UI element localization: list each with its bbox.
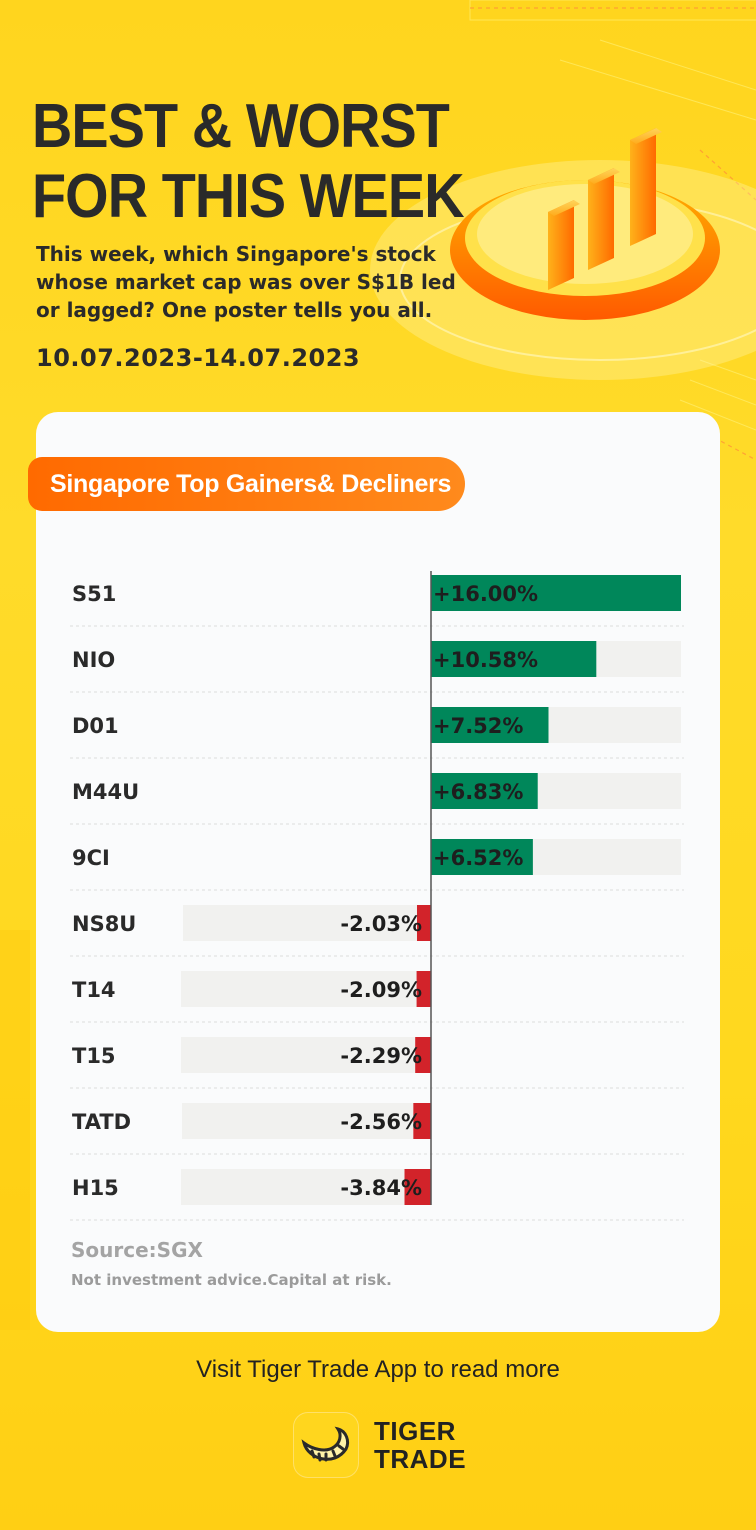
category-label: T15 <box>72 1044 116 1068</box>
category-label: 9CI <box>72 846 110 870</box>
bar-negative <box>416 971 431 1007</box>
disclaimer: Not investment advice.Capital at risk. <box>71 1271 392 1289</box>
date-range: 10.07.2023-14.07.2023 <box>36 344 361 372</box>
bar-negative <box>413 1103 431 1139</box>
bar-track <box>182 1103 431 1139</box>
category-label: TATD <box>72 1110 131 1134</box>
headline-line-2: FOR THIS WEEK <box>32 162 465 231</box>
tiger-trade-logo[interactable]: TIGER TRADE <box>294 1413 474 1477</box>
data-label: -2.56% <box>340 1110 422 1134</box>
bar-negative <box>416 905 431 941</box>
category-label: D01 <box>72 714 119 738</box>
category-label: NS8U <box>72 912 136 936</box>
bar-positive <box>431 575 681 611</box>
source-label: Source:SGX <box>71 1238 203 1262</box>
headline: BEST & WORST FOR THIS WEEK <box>32 92 465 232</box>
bar-track <box>181 1037 431 1073</box>
data-label: +6.52% <box>433 846 523 870</box>
cta-text[interactable]: Visit Tiger Trade App to read more <box>196 1356 560 1383</box>
chart-title-tag: Singapore Top Gainers& Decliners <box>28 457 465 511</box>
category-label: T14 <box>72 978 116 1002</box>
data-label: -3.84% <box>340 1176 422 1200</box>
bar-negative <box>404 1169 431 1205</box>
category-label: NIO <box>72 648 115 672</box>
bar-chart-hero-icon <box>450 128 720 320</box>
logo-wordmark: TIGER TRADE <box>374 1417 466 1473</box>
headline-line-1: BEST & WORST <box>32 92 450 161</box>
category-label: M44U <box>72 780 139 804</box>
data-label: -2.29% <box>340 1044 422 1068</box>
bar-positive <box>431 707 549 743</box>
data-label: +16.00% <box>433 582 538 606</box>
tiger-stripe-icon <box>301 1426 350 1462</box>
bar-positive <box>431 839 533 875</box>
bar-track <box>183 905 431 941</box>
logo-line-1: TIGER <box>374 1416 456 1446</box>
logo-line-2: TRADE <box>374 1444 467 1474</box>
bar-positive <box>431 641 597 677</box>
category-label: S51 <box>72 582 116 606</box>
data-label: +10.58% <box>433 648 538 672</box>
data-label: -2.03% <box>340 912 422 936</box>
data-label: -2.09% <box>340 978 422 1002</box>
data-label: +7.52% <box>433 714 523 738</box>
logo-badge <box>294 1413 358 1477</box>
data-label: +6.83% <box>433 780 523 804</box>
bar-negative <box>415 1037 431 1073</box>
category-label: H15 <box>72 1176 119 1200</box>
subtitle: This week, which Singapore's stock whose… <box>36 242 456 322</box>
bar-positive <box>431 773 538 809</box>
bar-track <box>181 1169 431 1205</box>
bar-track <box>181 971 431 1007</box>
